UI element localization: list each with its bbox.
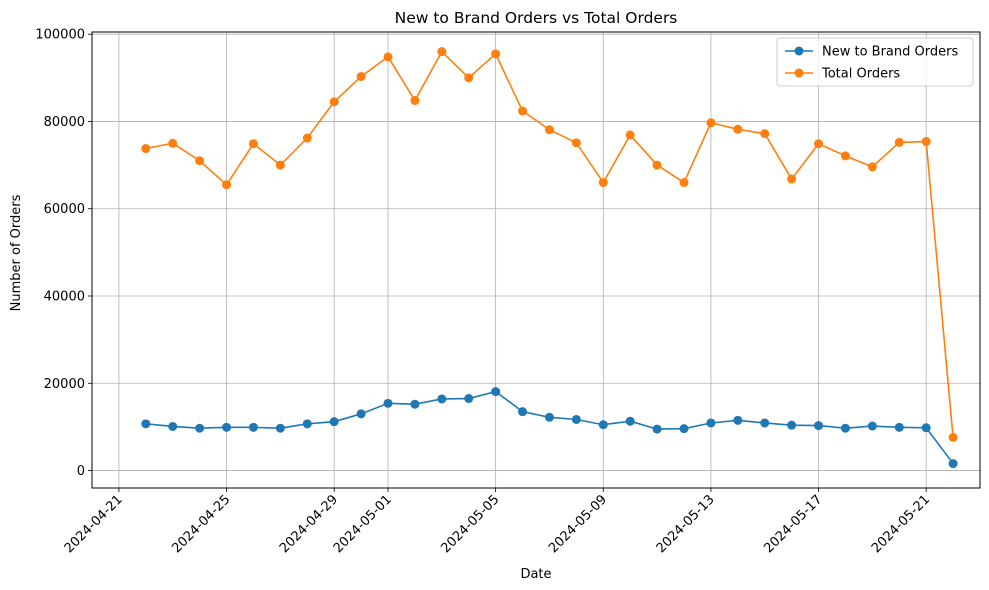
data-point [437, 47, 447, 57]
data-point [814, 139, 824, 149]
data-point [787, 174, 797, 184]
data-point [679, 424, 689, 434]
data-point [195, 156, 205, 166]
data-point [329, 97, 339, 107]
data-point [302, 419, 312, 429]
legend: New to Brand Orders Total Orders [776, 37, 974, 87]
data-point [464, 394, 474, 404]
data-point [410, 399, 420, 409]
data-point [491, 387, 501, 397]
data-point [410, 96, 420, 106]
chart-title: New to Brand Orders vs Total Orders [395, 9, 678, 27]
y-tick-label: 100000 [35, 28, 85, 43]
data-point [168, 421, 178, 431]
data-point [248, 139, 258, 149]
data-point [195, 423, 205, 433]
data-point [598, 420, 608, 430]
data-point [733, 124, 743, 134]
data-point [383, 52, 393, 62]
series-line [145, 50, 954, 438]
y-tick-label: 20000 [44, 377, 85, 392]
data-point [733, 415, 743, 425]
data-point [168, 138, 178, 148]
data-point [248, 422, 258, 432]
data-point [652, 424, 662, 434]
data-point [706, 118, 716, 128]
legend-label: New to Brand Orders [822, 45, 958, 60]
data-point [894, 422, 904, 432]
data-point [571, 414, 581, 424]
data-point [329, 417, 339, 427]
data-point [571, 138, 581, 148]
plot-frame [91, 31, 981, 489]
data-point [437, 394, 447, 404]
data-point [464, 73, 474, 83]
data-point [222, 422, 232, 432]
legend-marker [794, 68, 804, 78]
data-point [921, 423, 931, 433]
x-tick-label: 2024-05-17 [761, 492, 825, 556]
data-point [652, 160, 662, 170]
data-point [894, 137, 904, 147]
series-line [145, 390, 954, 465]
data-point [383, 398, 393, 408]
series-1 [141, 47, 958, 442]
x-tick-label: 2024-05-01 [331, 492, 395, 556]
data-point [921, 137, 931, 147]
data-point [222, 180, 232, 190]
data-point [491, 49, 501, 59]
x-tick-label: 2024-05-13 [654, 492, 718, 556]
data-point [760, 129, 770, 139]
data-point [302, 133, 312, 143]
legend-item: New to Brand Orders [785, 45, 958, 60]
y-axis-label: Number of Orders [9, 194, 24, 311]
data-point [275, 160, 285, 170]
y-tick-label: 0 [77, 464, 85, 479]
data-point [760, 418, 770, 428]
data-point [867, 162, 877, 172]
data-point [518, 407, 528, 417]
legend-item: Total Orders [785, 67, 900, 82]
data-point [275, 423, 285, 433]
y-tick-label: 80000 [44, 115, 85, 130]
data-point [787, 420, 797, 430]
data-point [544, 412, 554, 422]
data-point [706, 418, 716, 428]
legend-label: Total Orders [821, 67, 900, 82]
data-point [141, 144, 151, 154]
data-point [948, 459, 958, 469]
series-0 [141, 387, 958, 469]
data-point [518, 106, 528, 116]
data-point [356, 72, 366, 82]
data-point [814, 421, 824, 431]
y-tick-label: 40000 [44, 290, 85, 305]
data-point [840, 423, 850, 433]
legend-box [776, 37, 974, 87]
y-axis-ticks: 0 20000 40000 60000 80000 100000 [35, 28, 92, 479]
data-point [625, 130, 635, 140]
data-point [948, 432, 958, 442]
x-tick-label: 2024-04-25 [169, 492, 233, 556]
x-tick-label: 2024-05-09 [546, 492, 610, 556]
y-tick-label: 60000 [44, 202, 85, 217]
data-point [598, 178, 608, 188]
x-tick-label: 2024-04-21 [62, 492, 126, 556]
legend-marker [794, 46, 804, 56]
x-axis-ticks: 2024-04-21 2024-04-25 2024-04-292024-05-01… [62, 488, 933, 556]
data-point [544, 125, 554, 135]
x-tick-label: 2024-05-05 [438, 492, 502, 556]
grid [92, 32, 980, 488]
series-layer [141, 47, 958, 469]
data-point [625, 416, 635, 426]
x-axis-label: Date [520, 567, 551, 582]
data-point [867, 421, 877, 431]
data-point [356, 409, 366, 419]
data-point [840, 151, 850, 161]
data-point [141, 419, 151, 429]
data-point [679, 178, 689, 188]
x-tick-label: 2024-05-21 [869, 492, 933, 556]
